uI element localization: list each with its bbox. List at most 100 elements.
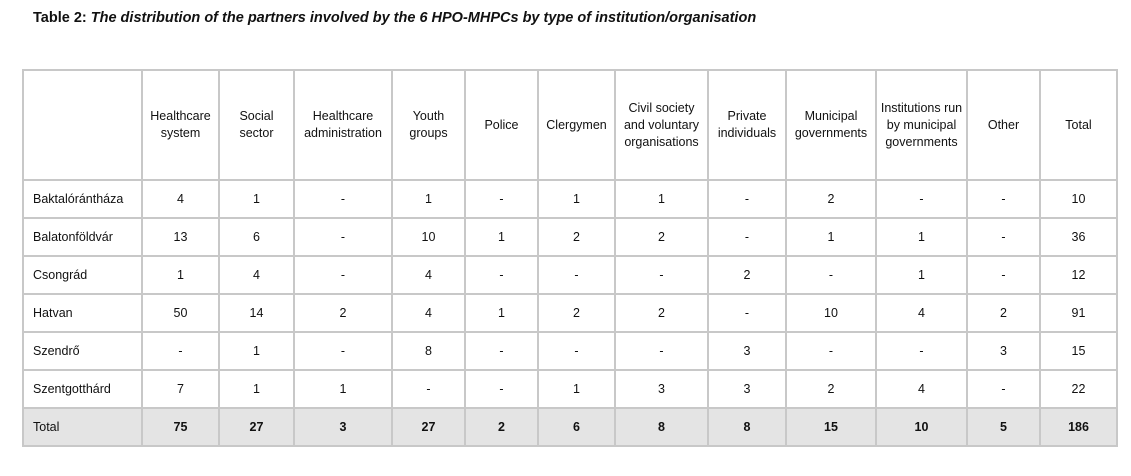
- table-cell: 1: [537, 179, 616, 219]
- table-cell: 1: [785, 217, 877, 257]
- row-label: Szendrő: [22, 331, 143, 371]
- table-cell: -: [537, 255, 616, 295]
- row-label: Balatonföldvár: [22, 217, 143, 257]
- column-header: Police: [464, 69, 539, 181]
- column-header: Civil society and voluntary organisation…: [614, 69, 709, 181]
- table-cell: 15: [1039, 331, 1118, 371]
- table-cell: 1: [537, 369, 616, 409]
- table-caption: Table 2: The distribution of the partner…: [33, 9, 756, 27]
- table-cell: 2: [966, 293, 1041, 333]
- table-cell: 1: [464, 293, 539, 333]
- table-cell: 5: [966, 407, 1041, 447]
- table-cell: -: [966, 217, 1041, 257]
- table-cell: -: [614, 331, 709, 371]
- table-cell: 6: [537, 407, 616, 447]
- table-cell: -: [293, 255, 393, 295]
- table-cell: -: [464, 331, 539, 371]
- table-cell: 4: [391, 293, 466, 333]
- total-row: Total 75 27 3 27 2 6 8 8 15 10 5 186: [22, 407, 1118, 447]
- row-label: Baktalórántháza: [22, 179, 143, 219]
- table-cell: 4: [141, 179, 220, 219]
- table-cell: -: [537, 331, 616, 371]
- table-cell: 2: [785, 179, 877, 219]
- table-cell: 1: [391, 179, 466, 219]
- table-cell: 50: [141, 293, 220, 333]
- table-cell: 1: [614, 179, 709, 219]
- table-cell: 2: [614, 217, 709, 257]
- column-header: Social sector: [218, 69, 295, 181]
- table-cell: -: [875, 331, 968, 371]
- table-cell: -: [785, 331, 877, 371]
- table-cell: 4: [218, 255, 295, 295]
- table-cell: -: [875, 179, 968, 219]
- table-cell: -: [464, 179, 539, 219]
- table-cell: 14: [218, 293, 295, 333]
- table-cell: 1: [875, 217, 968, 257]
- table-cell: 6: [218, 217, 295, 257]
- table-cell: 27: [391, 407, 466, 447]
- table-cell: 27: [218, 407, 295, 447]
- table-cell: 4: [391, 255, 466, 295]
- table-cell: 1: [875, 255, 968, 295]
- table-cell: -: [391, 369, 466, 409]
- table-cell: 12: [1039, 255, 1118, 295]
- table-cell: 1: [218, 331, 295, 371]
- table-cell: -: [293, 217, 393, 257]
- table-cell: 4: [875, 369, 968, 409]
- table-cell: -: [785, 255, 877, 295]
- table-cell: 15: [785, 407, 877, 447]
- table-cell: -: [614, 255, 709, 295]
- table-cell: -: [293, 179, 393, 219]
- table-cell: 10: [875, 407, 968, 447]
- table-cell: -: [966, 369, 1041, 409]
- table-cell: 1: [218, 179, 295, 219]
- table-cell: 2: [707, 255, 787, 295]
- table-cell: -: [464, 369, 539, 409]
- table-cell: 3: [614, 369, 709, 409]
- table-cell: 1: [293, 369, 393, 409]
- table-cell: 7: [141, 369, 220, 409]
- table-cell: 91: [1039, 293, 1118, 333]
- table-cell: 4: [875, 293, 968, 333]
- table-cell: 186: [1039, 407, 1118, 447]
- table-cell: 3: [707, 369, 787, 409]
- table-row: Baktalórántháza 4 1-1-1 1-2- -10: [22, 179, 1118, 219]
- column-header: Other: [966, 69, 1041, 181]
- table-cell: 1: [218, 369, 295, 409]
- table-row: Szentgotthárd 7 1 1- -1 3 3 2 4-22: [22, 369, 1118, 409]
- table-cell: 2: [537, 293, 616, 333]
- table-cell: 10: [785, 293, 877, 333]
- column-header: Healthcare administration: [293, 69, 393, 181]
- table-row: Csongrád 1 4-4- - -2-1-12: [22, 255, 1118, 295]
- table-cell: 2: [614, 293, 709, 333]
- table-cell: 10: [391, 217, 466, 257]
- table-cell: -: [707, 217, 787, 257]
- caption-title: The distribution of the partners involve…: [90, 10, 757, 26]
- table-cell: 2: [785, 369, 877, 409]
- table-cell: 1: [464, 217, 539, 257]
- table-cell: 8: [614, 407, 709, 447]
- table-cell: -: [966, 255, 1041, 295]
- table-cell: -: [464, 255, 539, 295]
- row-label: Csongrád: [22, 255, 143, 295]
- table-row: Hatvan 50 14 2 4 1 2 2-10 4 2 91: [22, 293, 1118, 333]
- distribution-table: Healthcare system Social sector Healthca…: [22, 69, 1118, 447]
- table-cell: -: [707, 293, 787, 333]
- column-header: Total: [1039, 69, 1118, 181]
- table-row: Balatonföldvár 13 6-10 1 2 2-1 1-36: [22, 217, 1118, 257]
- header-row: Healthcare system Social sector Healthca…: [22, 69, 1118, 181]
- table-cell: -: [966, 179, 1041, 219]
- column-header: Private individuals: [707, 69, 787, 181]
- table-cell: 3: [966, 331, 1041, 371]
- table-cell: 36: [1039, 217, 1118, 257]
- table-cell: 3: [293, 407, 393, 447]
- column-header: Youth groups: [391, 69, 466, 181]
- column-header: Healthcare system: [141, 69, 220, 181]
- column-header: Clergymen: [537, 69, 616, 181]
- row-label: Total: [22, 407, 143, 447]
- caption-label: Table 2:: [33, 10, 87, 26]
- table-cell: 1: [141, 255, 220, 295]
- table-cell: 3: [707, 331, 787, 371]
- row-label: Hatvan: [22, 293, 143, 333]
- table-cell: 75: [141, 407, 220, 447]
